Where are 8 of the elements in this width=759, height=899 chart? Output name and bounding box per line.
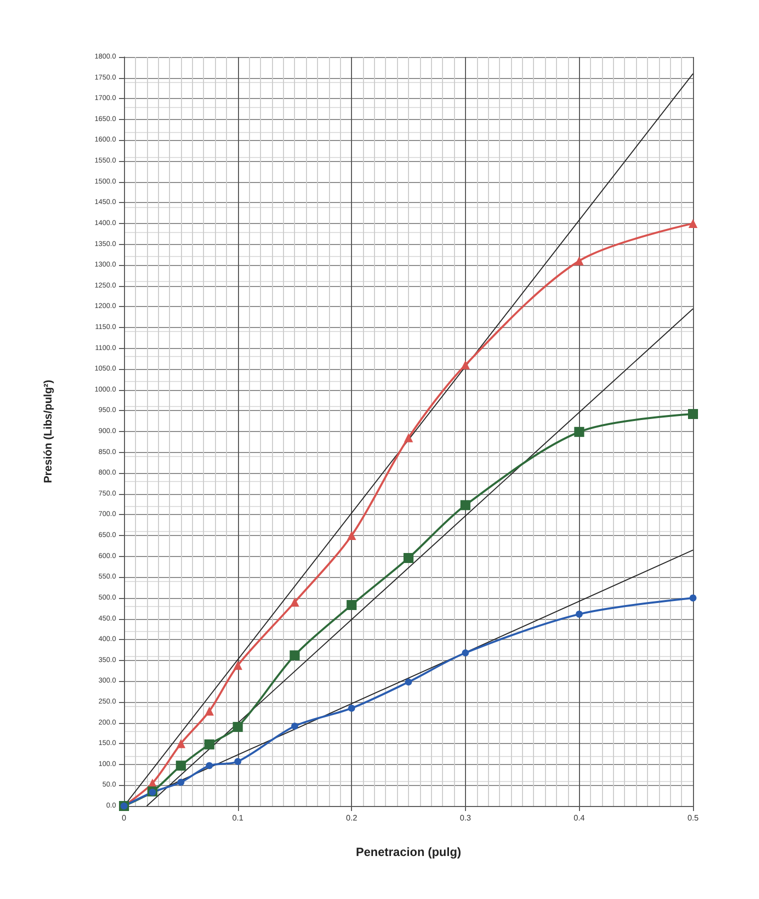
x-tick-label: 0.1 [232,814,244,822]
x-tick-label: 0 [122,814,127,822]
x-tick-label: 0.3 [460,814,472,822]
x-axis-title: Penetracion (pulg) [356,845,462,859]
x-tick-label: 0.4 [574,814,586,822]
x-tick-label: 0.5 [687,814,700,822]
y-axis-title: Presión (Libs/pulg²) [42,380,54,484]
x-tick-label: 0.2 [346,814,358,822]
